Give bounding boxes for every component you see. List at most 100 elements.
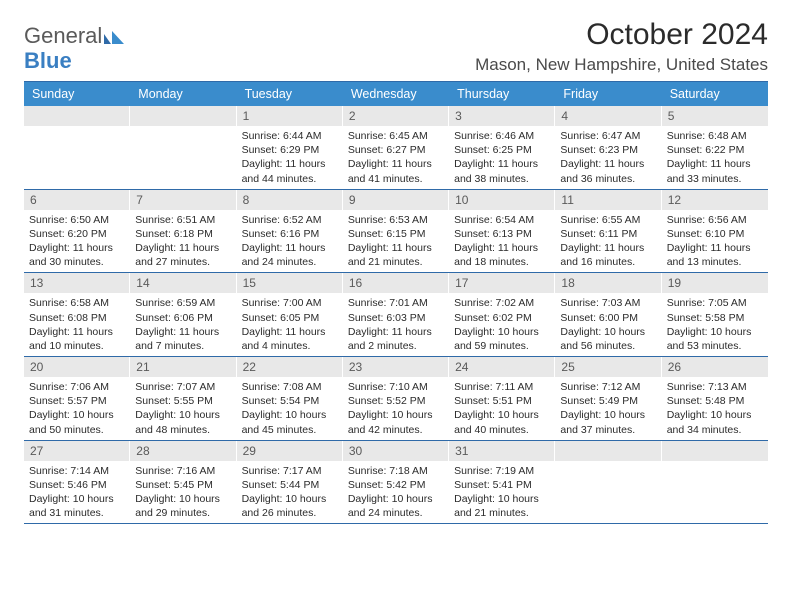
calendar-day-cell: 30Sunrise: 7:18 AMSunset: 5:42 PMDayligh… [343, 441, 449, 524]
day-info: Sunrise: 6:47 AMSunset: 6:23 PMDaylight:… [555, 126, 661, 188]
sunrise-text: Sunrise: 7:16 AM [135, 464, 231, 478]
day-number: 9 [343, 190, 449, 210]
daylight-text: Daylight: 11 hours and 30 minutes. [29, 241, 125, 269]
calendar-day-cell: 5Sunrise: 6:48 AMSunset: 6:22 PMDaylight… [662, 106, 768, 189]
calendar-day-cell: 27Sunrise: 7:14 AMSunset: 5:46 PMDayligh… [24, 441, 130, 524]
weekday-wednesday: Wednesday [343, 82, 449, 106]
daylight-text: Daylight: 10 hours and 24 minutes. [348, 492, 444, 520]
day-number: 25 [555, 357, 661, 377]
calendar-week-row: 1Sunrise: 6:44 AMSunset: 6:29 PMDaylight… [24, 106, 768, 190]
calendar-day-cell [662, 441, 768, 524]
sunset-text: Sunset: 6:22 PM [667, 143, 763, 157]
sunrise-text: Sunrise: 7:01 AM [348, 296, 444, 310]
daylight-text: Daylight: 11 hours and 2 minutes. [348, 325, 444, 353]
day-number: 5 [662, 106, 768, 126]
sunset-text: Sunset: 6:13 PM [454, 227, 550, 241]
sunrise-text: Sunrise: 7:02 AM [454, 296, 550, 310]
day-number [662, 441, 768, 461]
calendar-day-cell: 29Sunrise: 7:17 AMSunset: 5:44 PMDayligh… [237, 441, 343, 524]
calendar-day-cell: 1Sunrise: 6:44 AMSunset: 6:29 PMDaylight… [237, 106, 343, 189]
sunset-text: Sunset: 6:27 PM [348, 143, 444, 157]
day-number: 18 [555, 273, 661, 293]
sunset-text: Sunset: 5:48 PM [667, 394, 763, 408]
day-number: 10 [449, 190, 555, 210]
day-number: 31 [449, 441, 555, 461]
day-info: Sunrise: 6:56 AMSunset: 6:10 PMDaylight:… [662, 210, 768, 272]
day-info: Sunrise: 6:55 AMSunset: 6:11 PMDaylight:… [555, 210, 661, 272]
day-info: Sunrise: 7:17 AMSunset: 5:44 PMDaylight:… [237, 461, 343, 523]
sunrise-text: Sunrise: 7:14 AM [29, 464, 125, 478]
daylight-text: Daylight: 10 hours and 59 minutes. [454, 325, 550, 353]
day-number: 23 [343, 357, 449, 377]
day-info: Sunrise: 7:11 AMSunset: 5:51 PMDaylight:… [449, 377, 555, 439]
daylight-text: Daylight: 11 hours and 10 minutes. [29, 325, 125, 353]
sunrise-text: Sunrise: 6:51 AM [135, 213, 231, 227]
calendar-day-cell: 23Sunrise: 7:10 AMSunset: 5:52 PMDayligh… [343, 357, 449, 440]
calendar-day-cell: 2Sunrise: 6:45 AMSunset: 6:27 PMDaylight… [343, 106, 449, 189]
sunrise-text: Sunrise: 7:10 AM [348, 380, 444, 394]
day-number: 19 [662, 273, 768, 293]
sunset-text: Sunset: 5:58 PM [667, 311, 763, 325]
calendar-day-cell: 12Sunrise: 6:56 AMSunset: 6:10 PMDayligh… [662, 190, 768, 273]
daylight-text: Daylight: 11 hours and 44 minutes. [242, 157, 338, 185]
daylight-text: Daylight: 10 hours and 26 minutes. [242, 492, 338, 520]
calendar-day-cell [24, 106, 130, 189]
day-info: Sunrise: 7:18 AMSunset: 5:42 PMDaylight:… [343, 461, 449, 523]
daylight-text: Daylight: 10 hours and 37 minutes. [560, 408, 656, 436]
day-number: 21 [130, 357, 236, 377]
calendar-day-cell: 25Sunrise: 7:12 AMSunset: 5:49 PMDayligh… [555, 357, 661, 440]
calendar-day-cell: 31Sunrise: 7:19 AMSunset: 5:41 PMDayligh… [449, 441, 555, 524]
sunrise-text: Sunrise: 7:08 AM [242, 380, 338, 394]
daylight-text: Daylight: 11 hours and 41 minutes. [348, 157, 444, 185]
day-info: Sunrise: 7:07 AMSunset: 5:55 PMDaylight:… [130, 377, 236, 439]
sunrise-text: Sunrise: 6:46 AM [454, 129, 550, 143]
sunrise-text: Sunrise: 7:13 AM [667, 380, 763, 394]
calendar-day-cell: 19Sunrise: 7:05 AMSunset: 5:58 PMDayligh… [662, 273, 768, 356]
day-number: 27 [24, 441, 130, 461]
day-number: 2 [343, 106, 449, 126]
day-info: Sunrise: 7:16 AMSunset: 5:45 PMDaylight:… [130, 461, 236, 523]
sunset-text: Sunset: 6:29 PM [242, 143, 338, 157]
day-info: Sunrise: 7:06 AMSunset: 5:57 PMDaylight:… [24, 377, 130, 439]
daylight-text: Daylight: 10 hours and 56 minutes. [560, 325, 656, 353]
daylight-text: Daylight: 10 hours and 21 minutes. [454, 492, 550, 520]
sunrise-text: Sunrise: 6:59 AM [135, 296, 231, 310]
day-info: Sunrise: 7:12 AMSunset: 5:49 PMDaylight:… [555, 377, 661, 439]
daylight-text: Daylight: 11 hours and 13 minutes. [667, 241, 763, 269]
weekday-tuesday: Tuesday [237, 82, 343, 106]
sunset-text: Sunset: 5:57 PM [29, 394, 125, 408]
daylight-text: Daylight: 11 hours and 7 minutes. [135, 325, 231, 353]
day-info: Sunrise: 7:10 AMSunset: 5:52 PMDaylight:… [343, 377, 449, 439]
sunrise-text: Sunrise: 6:55 AM [560, 213, 656, 227]
calendar-day-cell: 3Sunrise: 6:46 AMSunset: 6:25 PMDaylight… [449, 106, 555, 189]
sunset-text: Sunset: 5:44 PM [242, 478, 338, 492]
calendar-day-cell: 9Sunrise: 6:53 AMSunset: 6:15 PMDaylight… [343, 190, 449, 273]
sunrise-text: Sunrise: 7:03 AM [560, 296, 656, 310]
day-info: Sunrise: 7:14 AMSunset: 5:46 PMDaylight:… [24, 461, 130, 523]
day-info: Sunrise: 6:59 AMSunset: 6:06 PMDaylight:… [130, 293, 236, 355]
daylight-text: Daylight: 11 hours and 24 minutes. [242, 241, 338, 269]
daylight-text: Daylight: 11 hours and 4 minutes. [242, 325, 338, 353]
weekday-friday: Friday [555, 82, 661, 106]
sunset-text: Sunset: 6:00 PM [560, 311, 656, 325]
daylight-text: Daylight: 11 hours and 27 minutes. [135, 241, 231, 269]
logo: GeneralBlue [24, 18, 126, 72]
calendar-day-cell: 10Sunrise: 6:54 AMSunset: 6:13 PMDayligh… [449, 190, 555, 273]
sunset-text: Sunset: 5:41 PM [454, 478, 550, 492]
day-info: Sunrise: 6:54 AMSunset: 6:13 PMDaylight:… [449, 210, 555, 272]
daylight-text: Daylight: 11 hours and 16 minutes. [560, 241, 656, 269]
daylight-text: Daylight: 10 hours and 40 minutes. [454, 408, 550, 436]
day-info: Sunrise: 6:52 AMSunset: 6:16 PMDaylight:… [237, 210, 343, 272]
sunrise-text: Sunrise: 6:53 AM [348, 213, 444, 227]
calendar-day-cell: 8Sunrise: 6:52 AMSunset: 6:16 PMDaylight… [237, 190, 343, 273]
sunrise-text: Sunrise: 6:52 AM [242, 213, 338, 227]
calendar-day-cell: 22Sunrise: 7:08 AMSunset: 5:54 PMDayligh… [237, 357, 343, 440]
sunset-text: Sunset: 6:11 PM [560, 227, 656, 241]
day-number: 26 [662, 357, 768, 377]
day-number: 14 [130, 273, 236, 293]
sunrise-text: Sunrise: 7:05 AM [667, 296, 763, 310]
calendar-grid: Sunday Monday Tuesday Wednesday Thursday… [24, 82, 768, 524]
sunrise-text: Sunrise: 6:47 AM [560, 129, 656, 143]
daylight-text: Daylight: 10 hours and 50 minutes. [29, 408, 125, 436]
day-number: 24 [449, 357, 555, 377]
